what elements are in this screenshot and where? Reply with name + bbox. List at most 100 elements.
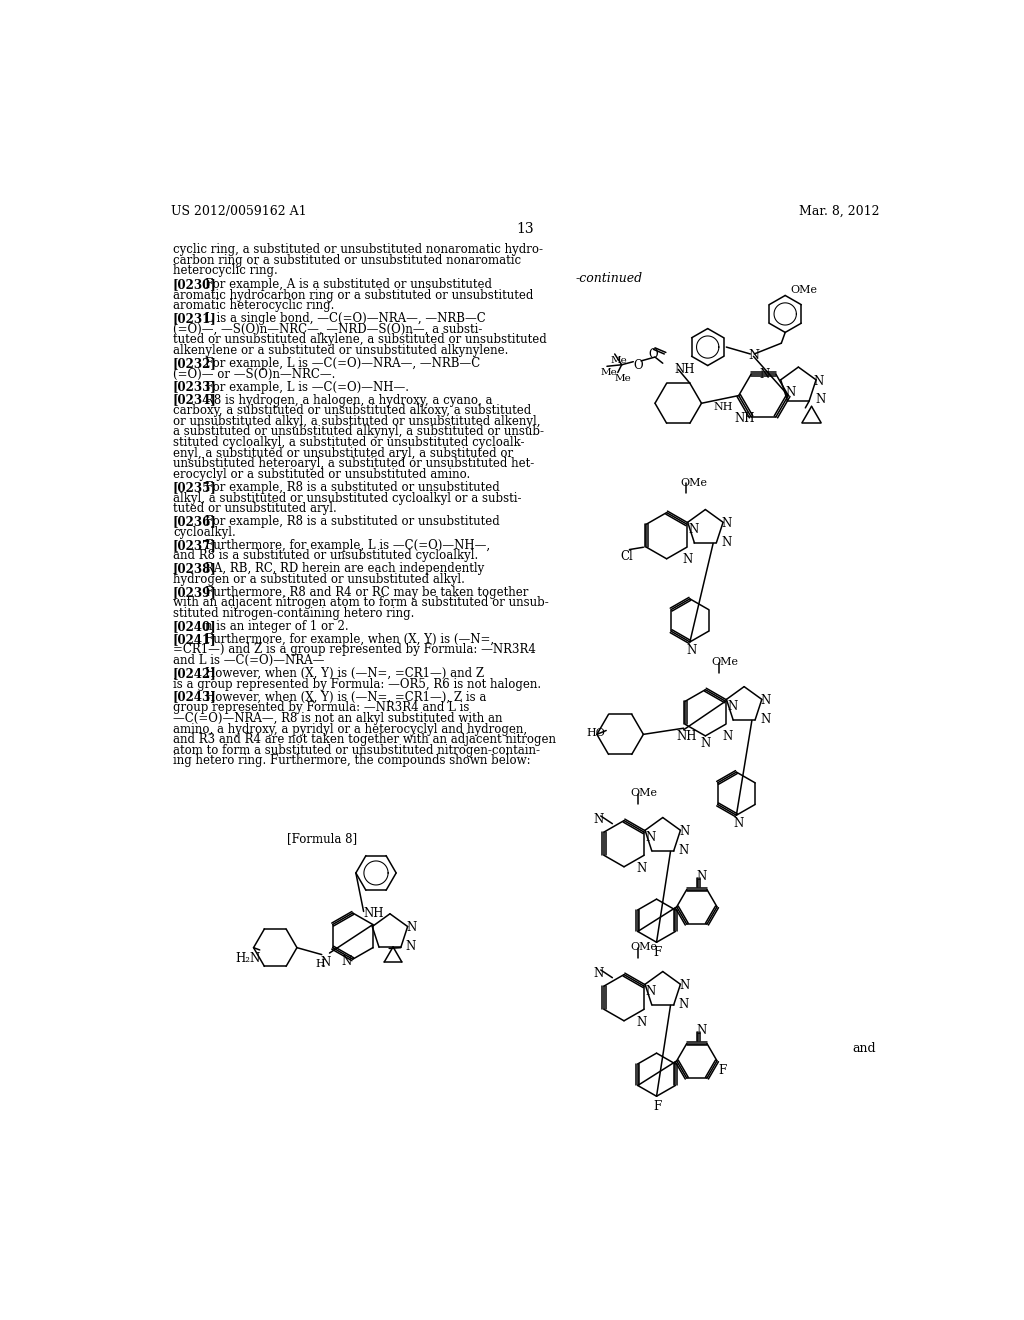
Text: erocyclyl or a substituted or unsubstituted amino.: erocyclyl or a substituted or unsubstitu…: [173, 469, 470, 480]
Text: [0234]: [0234]: [173, 393, 217, 407]
Text: NH: NH: [676, 730, 696, 743]
Text: N: N: [679, 979, 689, 993]
Text: US 2012/0059162 A1: US 2012/0059162 A1: [171, 205, 306, 218]
Text: N: N: [342, 954, 352, 968]
Text: with an adjacent nitrogen atom to form a substituted or unsub-: with an adjacent nitrogen atom to form a…: [173, 597, 549, 610]
Text: N: N: [761, 694, 771, 708]
Text: (=O)—, —S(O)n—NRC—, —NRD—S(O)n—, a substi-: (=O)—, —S(O)n—NRC—, —NRD—S(O)n—, a subst…: [173, 323, 482, 335]
Text: For example, R8 is a substituted or unsubstituted: For example, R8 is a substituted or unsu…: [205, 515, 500, 528]
Text: [0241]: [0241]: [173, 632, 216, 645]
Text: 13: 13: [516, 222, 534, 235]
Text: N: N: [687, 644, 697, 656]
Text: F: F: [719, 1064, 727, 1077]
Text: atom to form a substituted or unsubstituted nitrogen-contain-: atom to form a substituted or unsubstitu…: [173, 743, 540, 756]
Text: N: N: [407, 921, 417, 935]
Text: O: O: [649, 348, 658, 360]
Text: N: N: [688, 524, 698, 536]
Text: N: N: [321, 956, 331, 969]
Text: alkyl, a substituted or unsubstituted cycloalkyl or a substi-: alkyl, a substituted or unsubstituted cy…: [173, 491, 521, 504]
Text: HO: HO: [586, 729, 605, 738]
Text: F: F: [653, 1100, 662, 1113]
Text: N: N: [593, 966, 603, 979]
Text: aromatic heterocyclic ring.: aromatic heterocyclic ring.: [173, 300, 334, 313]
Text: [0242]: [0242]: [173, 667, 217, 680]
Text: N: N: [814, 375, 824, 388]
Text: H: H: [315, 960, 326, 969]
Text: Furthermore, R8 and R4 or RC may be taken together: Furthermore, R8 and R4 or RC may be take…: [205, 586, 528, 599]
Text: L is a single bond, —C(=O)—NRA—, —NRB—C: L is a single bond, —C(=O)—NRA—, —NRB—C: [205, 313, 485, 325]
Text: aromatic hydrocarbon ring or a substituted or unsubstituted: aromatic hydrocarbon ring or a substitut…: [173, 289, 534, 302]
Text: O: O: [633, 359, 643, 372]
Text: [0238]: [0238]: [173, 562, 217, 576]
Text: [0236]: [0236]: [173, 515, 217, 528]
Text: alkenylene or a substituted or unsubstituted alkynylene.: alkenylene or a substituted or unsubstit…: [173, 345, 508, 358]
Text: [0243]: [0243]: [173, 690, 217, 704]
Text: -continued: -continued: [575, 272, 643, 285]
Text: For example, A is a substituted or unsubstituted: For example, A is a substituted or unsub…: [205, 279, 492, 290]
Text: n is an integer of 1 or 2.: n is an integer of 1 or 2.: [205, 620, 348, 632]
Text: [0235]: [0235]: [173, 480, 217, 494]
Text: carboxy, a substituted or unsubstituted alkoxy, a substituted: carboxy, a substituted or unsubstituted …: [173, 404, 531, 417]
Text: [0239]: [0239]: [173, 586, 217, 599]
Text: N: N: [727, 701, 737, 714]
Text: and: and: [853, 1043, 877, 1056]
Text: For example, L is —C(=O)—NRA—, —NRB—C: For example, L is —C(=O)—NRA—, —NRB—C: [205, 358, 480, 370]
Text: F: F: [653, 946, 662, 960]
Text: OMe: OMe: [712, 657, 738, 668]
Text: =CR1—) and Z is a group represented by Formula: —NR3R4: =CR1—) and Z is a group represented by F…: [173, 644, 536, 656]
Text: Me: Me: [614, 374, 632, 383]
Text: carbon ring or a substituted or unsubstituted nonaromatic: carbon ring or a substituted or unsubsti…: [173, 253, 521, 267]
Text: and R8 is a substituted or unsubstituted cycloalkyl.: and R8 is a substituted or unsubstituted…: [173, 549, 478, 562]
Text: tuted or unsubstituted aryl.: tuted or unsubstituted aryl.: [173, 502, 337, 515]
Text: [0233]: [0233]: [173, 380, 217, 393]
Text: stituted cycloalkyl, a substituted or unsubstituted cycloalk-: stituted cycloalkyl, a substituted or un…: [173, 436, 524, 449]
Text: NH: NH: [675, 363, 695, 376]
Text: N: N: [733, 817, 743, 830]
Text: OMe: OMe: [630, 788, 657, 799]
Text: hydrogen or a substituted or unsubstituted alkyl.: hydrogen or a substituted or unsubstitut…: [173, 573, 465, 586]
Text: Furthermore, for example, when (X, Y) is (—N=,: Furthermore, for example, when (X, Y) is…: [205, 632, 494, 645]
Text: For example, L is —C(=O)—NH—.: For example, L is —C(=O)—NH—.: [205, 380, 409, 393]
Text: N: N: [678, 998, 688, 1011]
Text: However, when (X, Y) is (—N=, =CR1—), Z is a: However, when (X, Y) is (—N=, =CR1—), Z …: [205, 690, 486, 704]
Text: group represented by Formula: —NR3R4 and L is: group represented by Formula: —NR3R4 and…: [173, 701, 469, 714]
Text: However, when (X, Y) is (—N=, =CR1—) and Z: However, when (X, Y) is (—N=, =CR1—) and…: [205, 667, 484, 680]
Text: Cl: Cl: [621, 549, 633, 562]
Text: cyclic ring, a substituted or unsubstituted nonaromatic hydro-: cyclic ring, a substituted or unsubstitu…: [173, 243, 543, 256]
Text: cycloalkyl.: cycloalkyl.: [173, 525, 236, 539]
Text: NH: NH: [734, 412, 755, 425]
Text: is a group represented by Formula: —OR5, R6 is not halogen.: is a group represented by Formula: —OR5,…: [173, 677, 541, 690]
Text: stituted nitrogen-containing hetero ring.: stituted nitrogen-containing hetero ring…: [173, 607, 415, 620]
Text: OMe: OMe: [681, 478, 708, 488]
Text: For example, R8 is a substituted or unsubstituted: For example, R8 is a substituted or unsu…: [205, 480, 500, 494]
Text: (=O)— or —S(O)n—NRC—.: (=O)— or —S(O)n—NRC—.: [173, 368, 335, 380]
Text: N: N: [785, 387, 796, 400]
Text: N: N: [679, 825, 689, 838]
Text: [0230]: [0230]: [173, 279, 217, 290]
Text: N: N: [636, 1016, 646, 1030]
Text: and R3 and R4 are not taken together with an adjacent nitrogen: and R3 and R4 are not taken together wit…: [173, 733, 556, 746]
Text: Mar. 8, 2012: Mar. 8, 2012: [800, 205, 880, 218]
Text: NH: NH: [714, 401, 733, 412]
Text: RA, RB, RC, RD herein are each independently: RA, RB, RC, RD herein are each independe…: [205, 562, 484, 576]
Text: N: N: [722, 730, 733, 743]
Text: N: N: [646, 985, 656, 998]
Text: Me: Me: [610, 355, 627, 364]
Text: [0231]: [0231]: [173, 313, 217, 325]
Text: N: N: [696, 1024, 707, 1038]
Text: ing hetero ring. Furthermore, the compounds shown below:: ing hetero ring. Furthermore, the compou…: [173, 754, 530, 767]
Text: [0232]: [0232]: [173, 358, 217, 370]
Text: or unsubstituted alkyl, a substituted or unsubstituted alkenyl,: or unsubstituted alkyl, a substituted or…: [173, 414, 541, 428]
Text: Furthermore, for example, L is —C(=O)—NH—,: Furthermore, for example, L is —C(=O)—NH…: [205, 539, 489, 552]
Text: heterocyclic ring.: heterocyclic ring.: [173, 264, 278, 277]
Text: and L is —C(=O)—NRA—: and L is —C(=O)—NRA—: [173, 655, 325, 667]
Text: N: N: [760, 368, 770, 381]
Text: N: N: [700, 738, 711, 751]
Text: OMe: OMe: [791, 285, 817, 296]
Text: [Formula 8]: [Formula 8]: [287, 832, 356, 845]
Text: enyl, a substituted or unsubstituted aryl, a substituted or: enyl, a substituted or unsubstituted ary…: [173, 446, 513, 459]
Text: N: N: [636, 862, 646, 875]
Text: a substituted or unsubstituted alkynyl, a substituted or unsub-: a substituted or unsubstituted alkynyl, …: [173, 425, 544, 438]
Text: [0237]: [0237]: [173, 539, 217, 552]
Text: N: N: [682, 553, 692, 566]
